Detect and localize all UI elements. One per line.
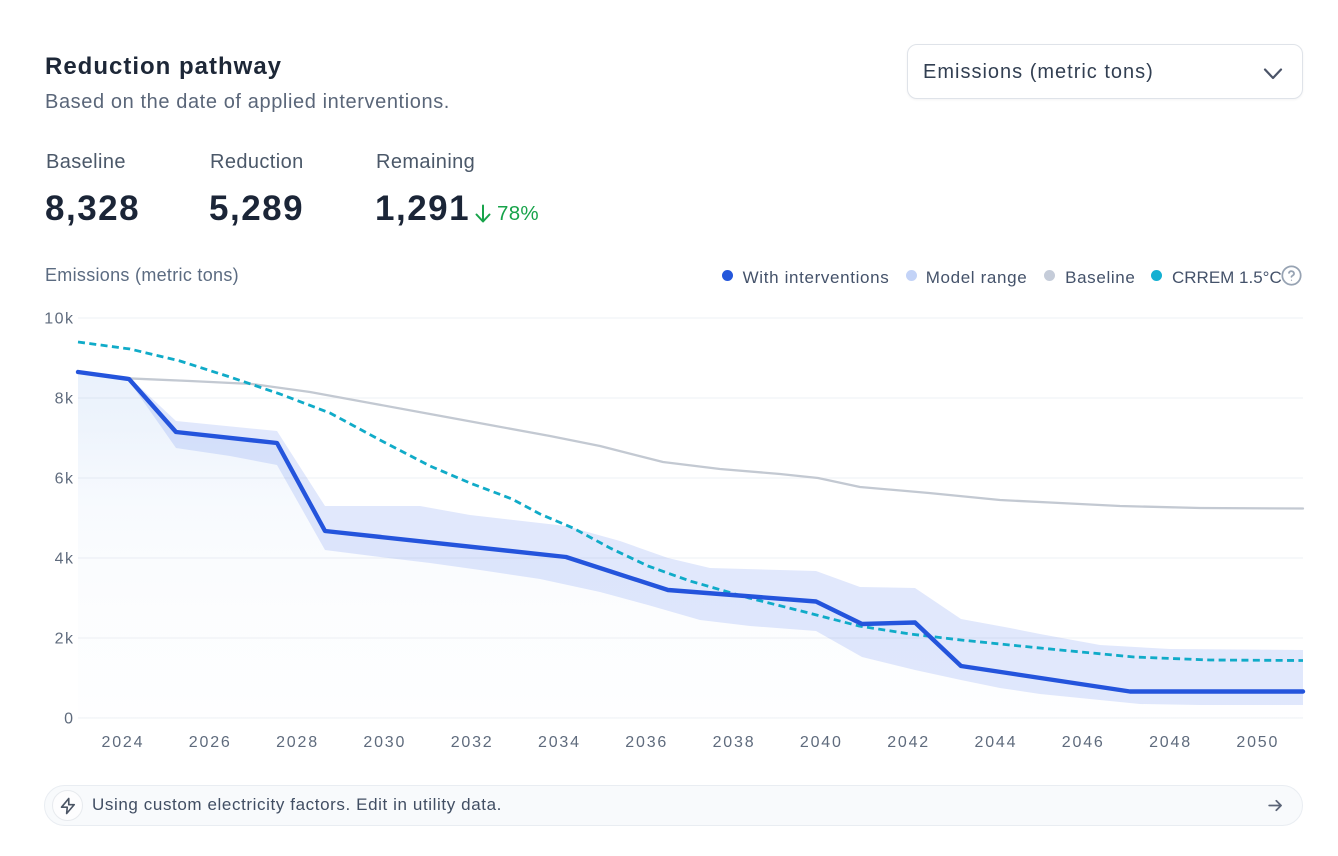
svg-text:2030: 2030: [363, 734, 406, 751]
svg-text:2024: 2024: [102, 734, 145, 751]
svg-text:2044: 2044: [975, 734, 1018, 751]
svg-text:6k: 6k: [55, 471, 75, 488]
svg-text:2050: 2050: [1236, 734, 1279, 751]
svg-text:2026: 2026: [189, 734, 232, 751]
svg-text:2032: 2032: [451, 734, 494, 751]
svg-text:2040: 2040: [800, 734, 843, 751]
svg-text:2028: 2028: [276, 734, 319, 751]
svg-text:10k: 10k: [44, 311, 74, 328]
svg-text:2034: 2034: [538, 734, 581, 751]
svg-text:2046: 2046: [1062, 734, 1105, 751]
svg-text:8k: 8k: [55, 391, 75, 408]
svg-text:2048: 2048: [1149, 734, 1192, 751]
svg-text:2038: 2038: [713, 734, 756, 751]
svg-text:4k: 4k: [55, 551, 75, 568]
svg-text:2042: 2042: [887, 734, 930, 751]
svg-text:2k: 2k: [55, 631, 75, 648]
svg-text:2036: 2036: [625, 734, 668, 751]
svg-text:0: 0: [64, 711, 74, 728]
